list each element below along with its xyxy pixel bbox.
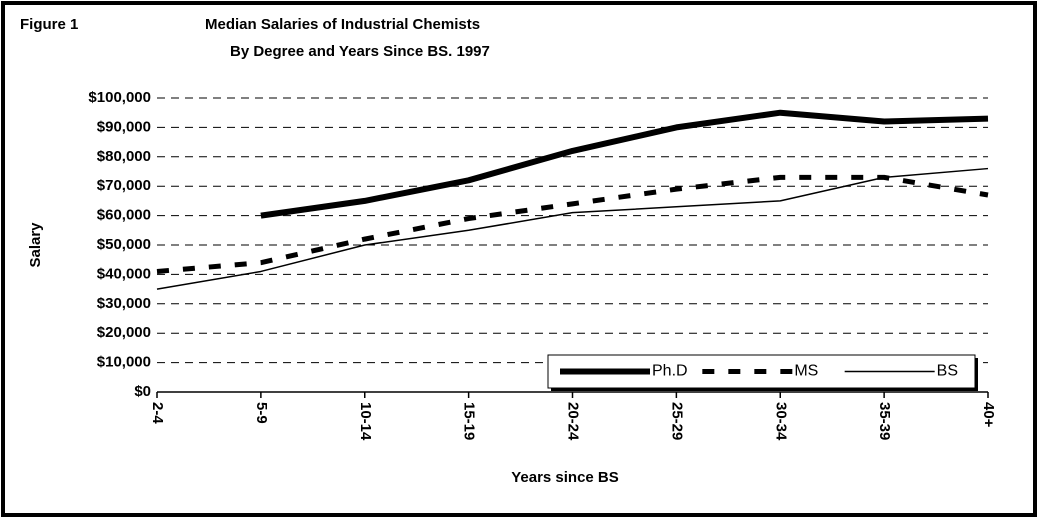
line <box>156 174 989 274</box>
x-axis-label: Years since BS <box>511 469 619 486</box>
x-tick-label: 5-9 <box>253 402 270 424</box>
x-tick-label: 40+ <box>980 402 997 428</box>
figure-label: Figure 1 <box>20 16 78 33</box>
y-axis-label: Salary <box>27 222 44 268</box>
legend-label: BS <box>937 363 958 380</box>
y-tick-label: $0 <box>134 383 151 400</box>
y-tick-label: $60,000 <box>97 207 151 224</box>
y-tick-label: $40,000 <box>97 265 151 282</box>
y-tick-label: $20,000 <box>97 324 151 341</box>
x-tick-label: 10-14 <box>357 402 374 441</box>
y-tick-label: $70,000 <box>97 177 151 194</box>
line <box>260 109 989 219</box>
x-tick-label: 15-19 <box>461 402 478 440</box>
y-tick-label: $50,000 <box>97 236 151 253</box>
line <box>156 167 989 290</box>
y-tick-label: $90,000 <box>97 118 151 135</box>
x-tick-label: 30-34 <box>772 402 789 441</box>
x-tick-label: 20-24 <box>565 402 582 441</box>
chart-title: Median Salaries of Industrial Chemists <box>205 16 480 33</box>
x-tick-label: 25-29 <box>668 402 685 440</box>
x-tick-label: 35-39 <box>876 402 893 440</box>
chart-subtitle: By Degree and Years Since BS. 1997 <box>230 43 490 60</box>
y-tick-label: $100,000 <box>88 89 151 106</box>
legend-label: MS <box>794 363 818 380</box>
y-tick-label: $10,000 <box>97 354 151 371</box>
x-tick-label: 2-4 <box>149 402 166 424</box>
legend-label: Ph.D <box>652 363 688 380</box>
y-tick-label: $80,000 <box>97 148 151 165</box>
y-tick-label: $30,000 <box>97 295 151 312</box>
